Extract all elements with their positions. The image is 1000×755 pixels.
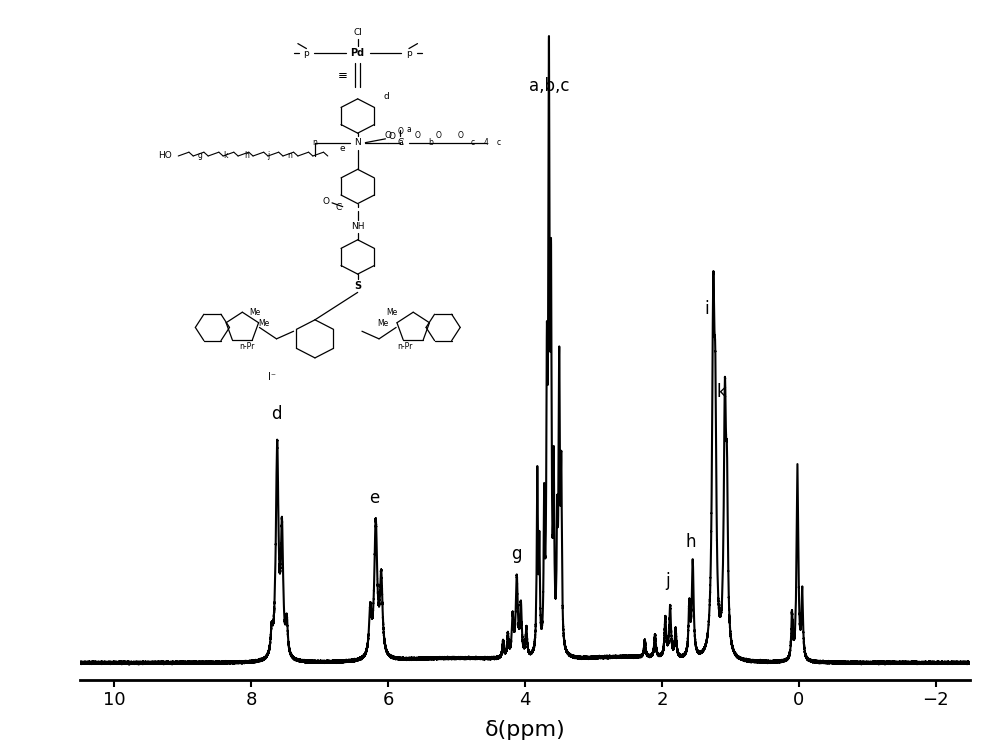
Text: g: g <box>511 544 522 562</box>
X-axis label: δ(ppm): δ(ppm) <box>485 720 565 741</box>
Text: j: j <box>665 572 670 590</box>
Text: i: i <box>704 300 709 318</box>
Text: a,b,c: a,b,c <box>529 77 569 95</box>
Text: h: h <box>686 534 696 551</box>
Text: k: k <box>717 384 726 401</box>
Text: e: e <box>370 489 380 507</box>
Text: d: d <box>271 405 282 424</box>
